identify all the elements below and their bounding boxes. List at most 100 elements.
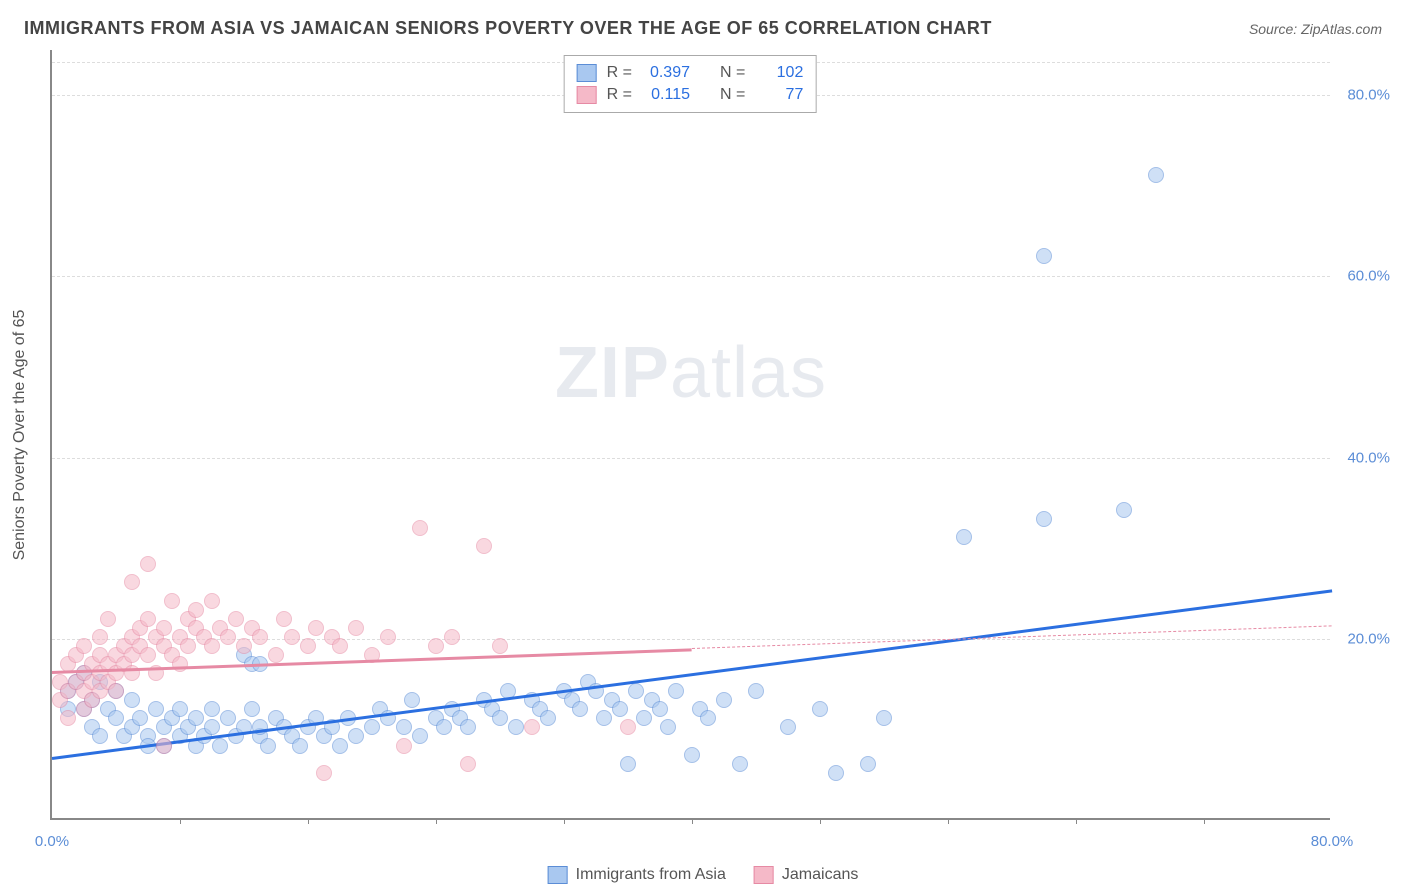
y-tick-label: 20.0%	[1335, 630, 1390, 647]
data-point	[540, 710, 556, 726]
data-point	[572, 701, 588, 717]
data-point	[476, 538, 492, 554]
data-point	[716, 692, 732, 708]
legend-label: Jamaicans	[782, 866, 858, 884]
data-point	[684, 747, 700, 763]
y-tick-label: 80.0%	[1335, 87, 1390, 104]
data-point	[268, 647, 284, 663]
r-label: R =	[607, 86, 632, 104]
stats-row: R =0.397N =102	[577, 62, 804, 84]
regression-line-extrapolated	[692, 625, 1332, 649]
data-point	[188, 602, 204, 618]
data-point	[628, 683, 644, 699]
data-point	[428, 638, 444, 654]
data-point	[620, 719, 636, 735]
data-point	[252, 629, 268, 645]
data-point	[748, 683, 764, 699]
x-tick	[564, 818, 565, 824]
data-point	[492, 710, 508, 726]
legend-swatch	[577, 86, 597, 104]
data-point	[348, 620, 364, 636]
data-point	[460, 719, 476, 735]
regression-line	[52, 589, 1332, 760]
data-point	[92, 629, 108, 645]
data-point	[412, 520, 428, 536]
chart-title: IMMIGRANTS FROM ASIA VS JAMAICAN SENIORS…	[24, 18, 992, 39]
data-point	[812, 701, 828, 717]
data-point	[780, 719, 796, 735]
data-point	[212, 738, 228, 754]
data-point	[308, 620, 324, 636]
data-point	[700, 710, 716, 726]
data-point	[348, 728, 364, 744]
data-point	[412, 728, 428, 744]
data-point	[1036, 511, 1052, 527]
data-point	[636, 710, 652, 726]
x-tick	[180, 818, 181, 824]
x-tick	[692, 818, 693, 824]
x-tick	[308, 818, 309, 824]
n-label: N =	[720, 86, 745, 104]
data-point	[220, 629, 236, 645]
data-point	[156, 620, 172, 636]
data-point	[396, 738, 412, 754]
data-point	[444, 629, 460, 645]
data-point	[132, 710, 148, 726]
r-label: R =	[607, 64, 632, 82]
data-point	[316, 765, 332, 781]
scatter-chart: ZIPatlas 20.0%40.0%60.0%80.0%0.0%80.0% S…	[50, 50, 1330, 820]
y-axis-label: Seniors Poverty Over the Age of 65	[11, 310, 29, 561]
data-point	[436, 719, 452, 735]
data-point	[596, 710, 612, 726]
legend-label: Immigrants from Asia	[576, 866, 726, 884]
data-point	[108, 710, 124, 726]
data-point	[1116, 502, 1132, 518]
plot-region: ZIPatlas 20.0%40.0%60.0%80.0%0.0%80.0%	[50, 50, 1330, 820]
data-point	[164, 593, 180, 609]
data-point	[76, 638, 92, 654]
data-point	[292, 738, 308, 754]
gridline	[52, 458, 1330, 459]
data-point	[140, 611, 156, 627]
data-point	[172, 701, 188, 717]
data-point	[188, 710, 204, 726]
data-point	[108, 683, 124, 699]
data-point	[100, 611, 116, 627]
data-point	[652, 701, 668, 717]
data-point	[860, 756, 876, 772]
source-attribution: Source: ZipAtlas.com	[1249, 21, 1382, 37]
stats-row: R =0.115N =77	[577, 84, 804, 106]
data-point	[220, 710, 236, 726]
data-point	[156, 738, 172, 754]
data-point	[140, 556, 156, 572]
data-point	[1148, 167, 1164, 183]
x-tick	[1076, 818, 1077, 824]
y-tick-label: 40.0%	[1335, 449, 1390, 466]
data-point	[180, 638, 196, 654]
data-point	[612, 701, 628, 717]
x-tick	[1204, 818, 1205, 824]
data-point	[204, 701, 220, 717]
data-point	[508, 719, 524, 735]
data-point	[404, 692, 420, 708]
data-point	[524, 719, 540, 735]
data-point	[236, 638, 252, 654]
data-point	[204, 719, 220, 735]
data-point	[204, 593, 220, 609]
data-point	[956, 529, 972, 545]
data-point	[204, 638, 220, 654]
data-point	[92, 728, 108, 744]
data-point	[276, 611, 292, 627]
data-point	[228, 611, 244, 627]
data-point	[380, 629, 396, 645]
x-tick	[436, 818, 437, 824]
data-point	[1036, 248, 1052, 264]
data-point	[332, 638, 348, 654]
legend-item: Immigrants from Asia	[548, 866, 726, 884]
data-point	[460, 756, 476, 772]
x-tick-label: 0.0%	[35, 833, 69, 850]
x-tick	[948, 818, 949, 824]
data-point	[492, 638, 508, 654]
legend-item: Jamaicans	[754, 866, 858, 884]
data-point	[332, 738, 348, 754]
